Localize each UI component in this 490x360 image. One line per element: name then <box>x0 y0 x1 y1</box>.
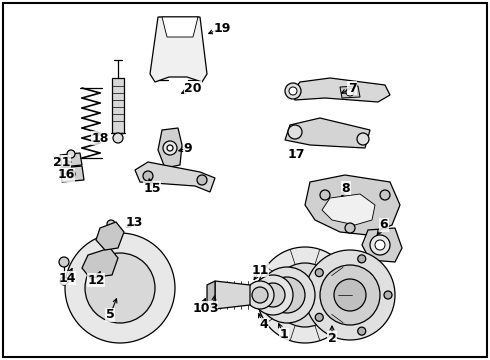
Text: 13: 13 <box>125 216 143 229</box>
Circle shape <box>60 277 68 285</box>
Circle shape <box>167 145 173 151</box>
Text: 7: 7 <box>347 81 356 94</box>
Circle shape <box>259 267 315 323</box>
Polygon shape <box>305 175 400 235</box>
Circle shape <box>107 220 115 228</box>
Circle shape <box>320 265 380 325</box>
Text: 4: 4 <box>260 319 269 332</box>
Circle shape <box>257 247 353 343</box>
Circle shape <box>320 190 330 200</box>
Text: 14: 14 <box>58 271 76 284</box>
Circle shape <box>380 190 390 200</box>
Text: 9: 9 <box>184 141 192 154</box>
Circle shape <box>315 269 323 277</box>
Polygon shape <box>60 153 82 167</box>
Text: 15: 15 <box>143 181 161 194</box>
Text: 21: 21 <box>53 156 71 168</box>
Text: 18: 18 <box>91 131 109 144</box>
Text: 20: 20 <box>184 81 202 94</box>
Text: 12: 12 <box>87 274 105 287</box>
Circle shape <box>197 175 207 185</box>
Circle shape <box>113 133 123 143</box>
Polygon shape <box>362 228 402 262</box>
Polygon shape <box>215 281 250 309</box>
Text: 19: 19 <box>213 22 231 35</box>
Circle shape <box>273 263 337 327</box>
Polygon shape <box>292 78 390 102</box>
Circle shape <box>143 171 153 181</box>
Circle shape <box>67 150 75 158</box>
Polygon shape <box>162 17 198 37</box>
Circle shape <box>253 275 293 315</box>
Circle shape <box>289 87 297 95</box>
Text: 8: 8 <box>342 181 350 194</box>
Circle shape <box>288 125 302 139</box>
Text: 10: 10 <box>192 302 210 315</box>
Circle shape <box>305 250 395 340</box>
Polygon shape <box>112 78 124 133</box>
Text: 2: 2 <box>328 332 336 345</box>
Polygon shape <box>135 162 215 192</box>
Circle shape <box>384 291 392 299</box>
Polygon shape <box>285 118 370 148</box>
Polygon shape <box>207 281 215 309</box>
Circle shape <box>85 253 155 323</box>
Text: 11: 11 <box>251 264 269 276</box>
Text: 3: 3 <box>209 302 217 315</box>
Circle shape <box>65 233 175 343</box>
Circle shape <box>358 327 366 335</box>
Text: 17: 17 <box>287 148 305 162</box>
Text: 16: 16 <box>57 168 74 181</box>
Polygon shape <box>60 166 84 182</box>
Polygon shape <box>82 248 118 278</box>
Polygon shape <box>340 86 360 98</box>
Circle shape <box>285 83 301 99</box>
Circle shape <box>375 240 385 250</box>
Text: 1: 1 <box>280 328 289 342</box>
Circle shape <box>246 281 274 309</box>
Polygon shape <box>150 17 207 82</box>
Circle shape <box>59 257 69 267</box>
Circle shape <box>269 277 305 313</box>
Text: 6: 6 <box>380 219 388 231</box>
Circle shape <box>357 133 369 145</box>
Circle shape <box>252 287 268 303</box>
Circle shape <box>334 279 366 311</box>
Circle shape <box>346 88 354 96</box>
Polygon shape <box>100 233 150 258</box>
Polygon shape <box>96 222 124 250</box>
Polygon shape <box>158 128 182 168</box>
Circle shape <box>370 235 390 255</box>
Circle shape <box>315 313 323 321</box>
Circle shape <box>261 283 285 307</box>
Circle shape <box>67 170 75 178</box>
Text: 5: 5 <box>106 309 114 321</box>
Polygon shape <box>322 194 375 225</box>
Circle shape <box>345 223 355 233</box>
Circle shape <box>358 255 366 263</box>
Circle shape <box>163 141 177 155</box>
